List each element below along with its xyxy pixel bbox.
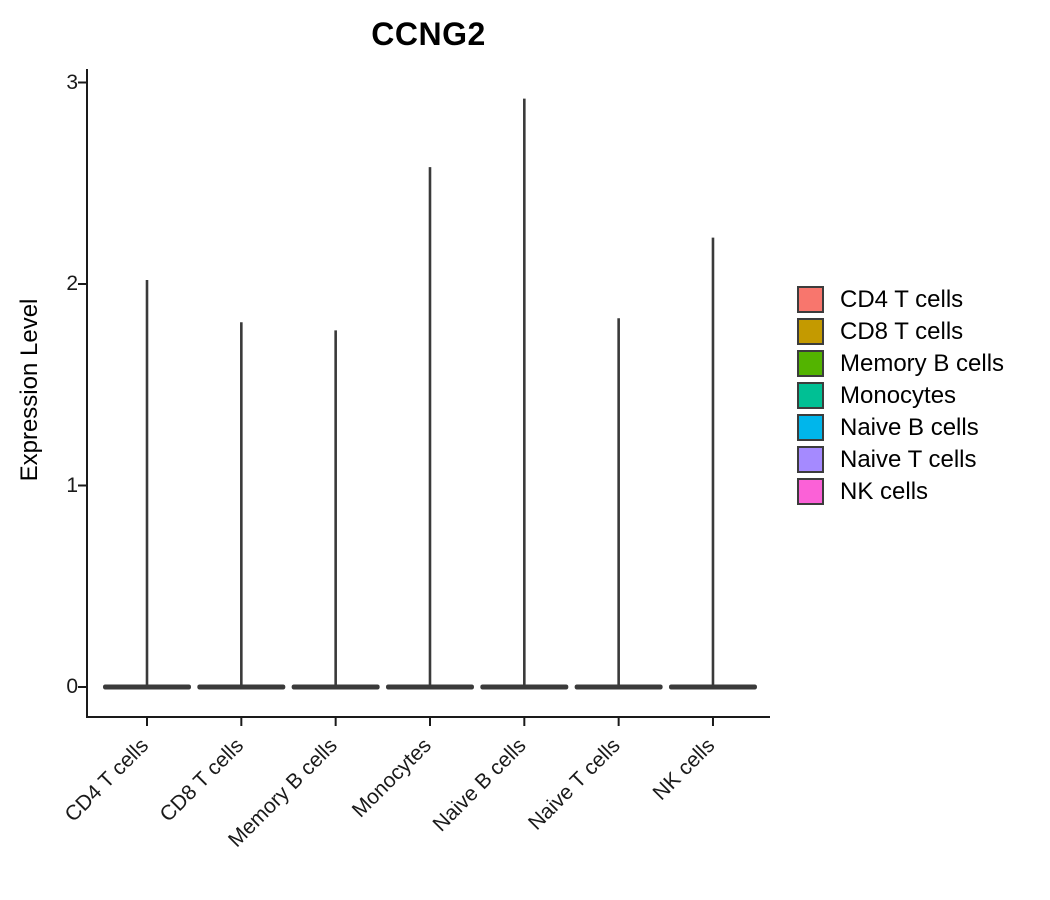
- legend-item-naive-t-cells: Naive T cells: [797, 446, 977, 473]
- legend-swatch-icon: [797, 350, 824, 377]
- legend-label: Naive T cells: [840, 446, 977, 473]
- y-tick-label: 3: [66, 70, 78, 94]
- y-tick-label: 1: [66, 473, 78, 497]
- legend-swatch-icon: [797, 286, 824, 313]
- chart-title: CCNG2: [371, 16, 486, 52]
- legend-swatch-icon: [797, 446, 824, 473]
- legend-item-naive-b-cells: Naive B cells: [797, 414, 979, 441]
- legend-label: NK cells: [840, 478, 929, 505]
- legend-label: CD4 T cells: [840, 286, 964, 313]
- legend-label: Memory B cells: [840, 350, 1005, 377]
- legend-swatch-icon: [797, 318, 824, 345]
- legend-item-memory-b-cells: Memory B cells: [797, 350, 1004, 377]
- legend-label: Monocytes: [840, 382, 957, 409]
- legend-swatch-icon: [797, 478, 824, 505]
- legend-item-monocytes: Monocytes: [797, 382, 956, 409]
- legend-label: CD8 T cells: [840, 318, 964, 345]
- legend-item-cd4-t-cells: CD4 T cells: [797, 286, 963, 313]
- legend-label: Naive B cells: [840, 414, 979, 441]
- legend-swatch-icon: [797, 414, 824, 441]
- legend-swatch-icon: [797, 382, 824, 409]
- y-tick-label: 0: [66, 675, 78, 698]
- y-tick-label: 2: [66, 272, 78, 295]
- legend-item-nk-cells: NK cells: [797, 478, 928, 505]
- legend-item-cd8-t-cells: CD8 T cells: [797, 318, 963, 345]
